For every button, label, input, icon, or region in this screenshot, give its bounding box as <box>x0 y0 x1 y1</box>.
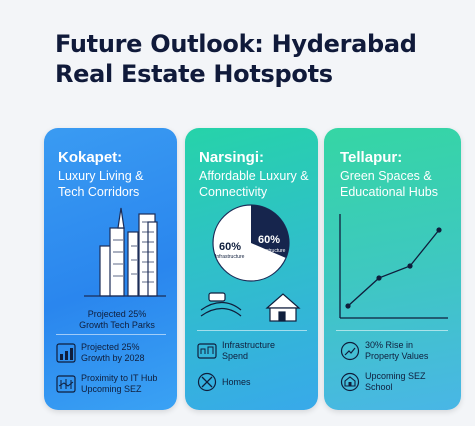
chart-point <box>345 303 351 309</box>
school-icon <box>340 372 360 392</box>
building-icon <box>99 245 112 297</box>
skyscrapers-illustration <box>84 207 166 297</box>
feature-label: Projected 25% Growth by 2028 <box>81 342 145 363</box>
chart-line <box>347 229 440 307</box>
feature-item: Upcoming SEZ School <box>340 371 435 393</box>
card-tellapur[interactable]: Tellapur: Green Spaces & Educational Hub… <box>324 128 461 410</box>
connectivity-icon <box>200 292 242 317</box>
infrastructure-icon <box>197 343 217 359</box>
chart-point <box>407 263 413 269</box>
chart-point <box>436 227 442 233</box>
spire-icon <box>117 207 125 229</box>
card-subtitle: Green Spaces & Educational Hubs <box>340 169 438 199</box>
pie-left-label: Infrastructure <box>215 254 245 260</box>
divider <box>336 330 448 331</box>
feature-item: Homes <box>197 372 251 392</box>
divider <box>197 330 307 331</box>
card-header: Tellapur: Green Spaces & Educational Hub… <box>340 148 458 200</box>
card-kokapet[interactable]: Kokapet: Luxury Living & Tech Corridors … <box>44 128 177 410</box>
feature-label: Upcoming SEZ School <box>365 371 426 392</box>
pie-slice-dark <box>251 204 290 258</box>
tools-icon <box>197 372 217 392</box>
building-icon <box>109 227 125 297</box>
building-icon <box>147 221 158 297</box>
card-header: Narsingi: Affordable Luxury & Connectivi… <box>199 148 314 200</box>
page-title: Future Outlook: Hyderabad Real Estate Ho… <box>55 30 417 88</box>
card-place: Narsingi: <box>199 149 265 166</box>
growth-chart-icon <box>56 343 76 363</box>
map-icon <box>56 375 76 393</box>
feature-label: 30% Rise in Property Values <box>365 340 429 361</box>
card-place: Kokapet: <box>58 149 123 166</box>
building-icon <box>127 231 139 297</box>
feature-item: 30% Rise in Property Values <box>340 340 445 362</box>
pie-right-label: Infrastructure <box>256 248 286 254</box>
card-subtitle: Luxury Living & Tech Corridors <box>58 169 144 199</box>
line-chart-illustration <box>339 214 448 319</box>
feature-label: Infrastructure Spend <box>222 340 276 361</box>
divider <box>56 334 166 335</box>
pie-right-value: 60% <box>258 234 281 246</box>
chart-point <box>376 275 382 281</box>
card-narsingi[interactable]: Narsingi: Affordable Luxury & Connectivi… <box>185 128 318 410</box>
card-subtitle: Affordable Luxury & Connectivity <box>199 169 309 199</box>
illustration-caption: Projected 25% Growth Tech Parks <box>79 309 155 330</box>
card-header: Kokapet: Luxury Living & Tech Corridors <box>58 148 173 200</box>
feature-label: Homes <box>222 376 251 387</box>
feature-item: Proximity to IT Hub Upcoming SEZ <box>56 373 166 395</box>
feature-label: Proximity to IT Hub Upcoming SEZ <box>81 373 158 394</box>
feature-item: Infrastructure Spend <box>197 340 297 362</box>
card-place: Tellapur: <box>340 149 403 166</box>
feature-item: Projected 25% Growth by 2028 <box>56 342 161 364</box>
percent-growth-icon <box>340 341 360 361</box>
pie-left-value: 60% <box>219 241 242 253</box>
house-icon <box>265 293 301 322</box>
pie-illustration <box>200 204 301 322</box>
